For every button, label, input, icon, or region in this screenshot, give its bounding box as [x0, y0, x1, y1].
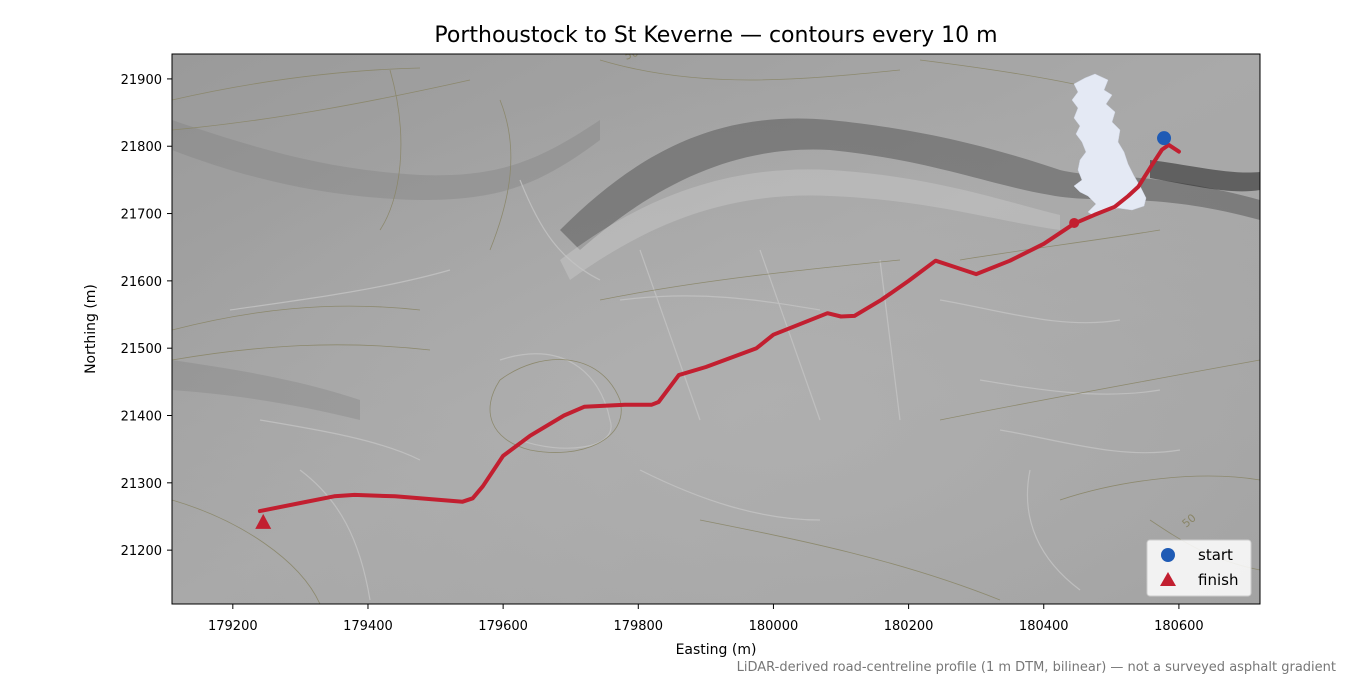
x-tick-label: 180400	[1019, 619, 1069, 634]
x-tick-label: 179200	[208, 619, 258, 634]
east-cliff-shadow	[1150, 160, 1260, 192]
y-tick-label: 21800	[121, 140, 162, 155]
footnote: LiDAR-derived road-centreline profile (1…	[737, 660, 1336, 675]
y-tick-label: 21200	[121, 544, 162, 559]
x-tick-label: 179600	[478, 619, 528, 634]
route-line	[257, 142, 1181, 514]
x-tick-label: 179800	[613, 619, 663, 634]
start-marker	[1157, 131, 1172, 146]
legend-finish-label: finish	[1198, 571, 1238, 589]
y-tick-label: 21400	[121, 410, 162, 425]
legend: start finish	[1146, 539, 1252, 597]
x-axis-label: Easting (m)	[676, 642, 757, 658]
finish-marker	[255, 513, 272, 529]
y-axis-ticks: 21200 21300 21400 21500 21600 21700 21800 21900	[121, 73, 172, 559]
upper-slope-shadow	[172, 120, 600, 200]
route-layer	[255, 131, 1181, 529]
valley-shadow	[560, 118, 1260, 251]
x-tick-label: 179400	[343, 619, 393, 634]
x-tick-label: 180000	[749, 619, 799, 634]
y-tick-label: 21500	[121, 342, 162, 357]
legend-start-label: start	[1198, 546, 1233, 564]
x-tick-label: 180600	[1154, 619, 1204, 634]
y-tick-label: 21900	[121, 73, 162, 88]
route-waypoint-marker	[1069, 217, 1080, 228]
contour-label: 50	[623, 46, 641, 63]
x-tick-label: 180200	[884, 619, 934, 634]
legend-start-marker	[1161, 548, 1175, 562]
contour-lines	[172, 59, 1260, 604]
legend-finish-marker	[1160, 572, 1176, 586]
valley-highlight	[560, 169, 1060, 280]
x-axis-ticks: 179200 179400 179600 179800 180000 180200 1804…	[208, 604, 1204, 634]
y-axis-label: Northing (m)	[83, 284, 99, 374]
plot-frame	[171, 53, 1261, 605]
field-boundaries	[229, 179, 1181, 601]
y-tick-label: 21300	[121, 477, 162, 492]
y-tick-label: 21700	[121, 208, 162, 223]
chart-title: Porthoustock to St Keverne — contours ev…	[434, 23, 997, 48]
y-tick-label: 21600	[121, 275, 162, 290]
plot-area: 50 50	[172, 46, 1260, 604]
lower-left-shadow	[172, 360, 360, 420]
